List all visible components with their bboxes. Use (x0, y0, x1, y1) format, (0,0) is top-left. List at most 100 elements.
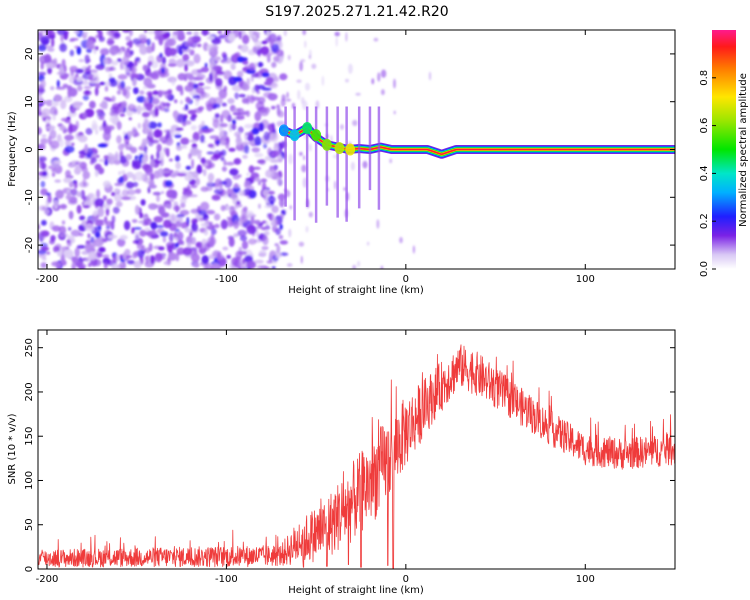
noise-blob (98, 116, 105, 121)
noise-blob (74, 166, 82, 175)
noise-blob (190, 184, 198, 189)
noise-blob (231, 119, 237, 125)
noise-blob (276, 176, 282, 186)
noise-blob (132, 38, 142, 45)
noise-speckle (283, 30, 287, 37)
noise-blob (60, 99, 67, 110)
noise-blob (102, 125, 112, 132)
noise-blob (69, 49, 75, 57)
noise-blob (200, 134, 205, 143)
noise-blob (38, 143, 46, 150)
noise-blob (91, 123, 99, 131)
noise-blob (268, 166, 278, 172)
noise-blob (157, 90, 163, 98)
noise-blob (221, 166, 227, 172)
noise-blob (73, 30, 79, 34)
noise-blob (79, 215, 86, 221)
noise-blob (254, 135, 261, 146)
colorbar: 0.0 0.2 0.4 0.6 0.8 Normalized spectral ampl… (699, 30, 749, 277)
noise-blob (86, 108, 92, 113)
noise-speckle (286, 263, 293, 267)
noise-blob (279, 224, 283, 230)
noise-blob (139, 90, 145, 95)
noise-blob (254, 111, 262, 122)
noise-blob (201, 120, 205, 128)
noise-blob (89, 79, 98, 84)
noise-blob (221, 109, 231, 119)
noise-blob (181, 194, 189, 200)
noise-blob (257, 159, 266, 164)
noise-blob (275, 252, 282, 258)
noise-blob (254, 259, 264, 264)
noise-blob (61, 220, 66, 225)
noise-blob (266, 30, 270, 37)
noise-blob (47, 47, 55, 52)
snr-frame (37, 329, 676, 570)
noise-blob (187, 109, 197, 115)
noise-blob (260, 265, 268, 269)
noise-blob (261, 246, 269, 251)
noise-blob (188, 153, 192, 160)
noise-speckle (299, 151, 303, 156)
noise-speckle (289, 205, 292, 210)
noise-blob (122, 252, 127, 260)
noise-blob (42, 170, 48, 177)
noise-blob (168, 252, 177, 261)
noise-blob (203, 229, 209, 236)
noise-blob (133, 227, 142, 230)
noise-blob (74, 45, 80, 49)
noise-blob (43, 53, 52, 64)
noise-blob (118, 171, 122, 176)
noise-blob (233, 220, 239, 230)
noise-blob (104, 81, 111, 87)
noise-speckle (371, 78, 375, 85)
noise-blob (207, 143, 214, 148)
noise-speckle (345, 78, 349, 83)
noise-blob (59, 138, 64, 148)
noise-blob (40, 61, 44, 70)
noise-blob (141, 156, 147, 164)
noise-blob (171, 79, 176, 86)
noise-blob (140, 199, 146, 206)
noise-blob (192, 94, 201, 99)
noise-blob (75, 68, 85, 73)
noise-blob (176, 251, 185, 256)
noise-blob (225, 161, 235, 166)
noise-blob (108, 77, 116, 84)
noise-blob (175, 242, 179, 248)
noise-blob (244, 144, 250, 154)
noise-blob (94, 210, 98, 214)
noise-blob (94, 163, 102, 171)
noise-blob (195, 177, 201, 186)
noise-blob (94, 201, 99, 210)
noise-blob (271, 151, 280, 158)
noise-blob (143, 218, 152, 226)
noise-blob (128, 117, 132, 121)
noise-blob (117, 238, 126, 247)
noise-blob (74, 247, 80, 258)
noise-blob (263, 131, 270, 141)
noise-blob (55, 189, 64, 199)
noise-blob (151, 98, 160, 105)
noise-blob (227, 32, 236, 42)
noise-blob (206, 103, 214, 112)
noise-speckle (304, 82, 311, 91)
noise-blob (127, 143, 133, 149)
noise-blob (206, 209, 216, 215)
noise-blob (209, 162, 215, 168)
noise-speckle (301, 164, 307, 173)
noise-blob (158, 136, 168, 143)
noise-blob (58, 225, 67, 235)
noise-blob (166, 244, 173, 253)
noise-blob (265, 220, 269, 227)
noise-blob (239, 235, 248, 242)
noise-blob (164, 148, 169, 156)
noise-blob (212, 118, 220, 129)
noise-blob (103, 102, 108, 108)
noise-blob (60, 34, 64, 42)
noise-blob (200, 201, 210, 211)
noise-blob (193, 31, 200, 36)
noise-blob (143, 117, 149, 125)
noise-blob (63, 249, 74, 259)
